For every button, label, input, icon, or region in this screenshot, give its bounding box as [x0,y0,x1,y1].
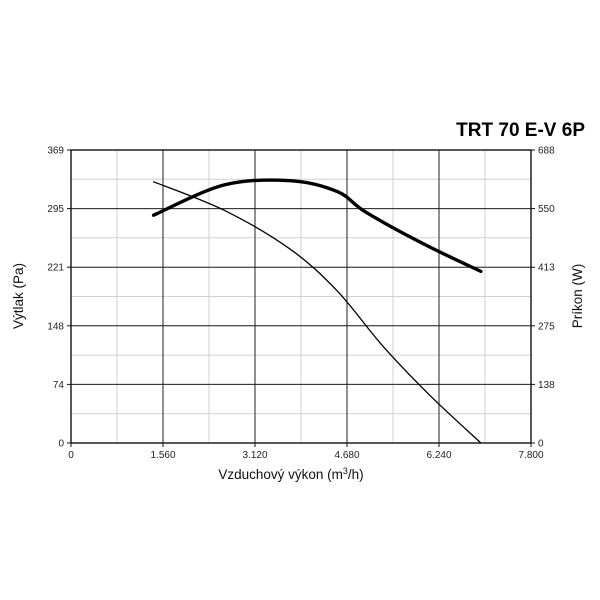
x-tick-label: 3.120 [242,450,267,461]
x-tick-label: 1.560 [150,450,175,461]
y-right-tick-label: 413 [538,263,555,274]
y-left-tick-label: 221 [47,263,64,274]
grid [71,150,531,443]
y-left-tick-label: 74 [53,380,65,391]
tick-labels: 0 1.560 3.120 4.680 6.240 7.80007414822129536… [47,146,555,462]
y-left-tick-label: 148 [47,321,64,332]
y-right-tick-label: 688 [538,146,555,157]
x-axis-title-main: Vzduchový výkon (m [218,467,343,482]
x-axis-title-sup: 3 [343,466,348,476]
x-tick-label: 7.800 [518,450,543,461]
series-line-power [151,178,483,274]
y-left-tick-label: 0 [58,439,64,450]
chart-title: TRT 70 E-V 6P [456,120,585,141]
y-right-tick-label: 138 [538,380,555,391]
y-axis-title-right: Príkon (W) [570,264,585,329]
plot-frame [70,149,532,444]
x-tick-label: 4.680 [334,450,359,461]
series-layer [151,178,483,444]
y-right-tick-label: 0 [538,439,544,450]
x-axis-title: Vzduchový výkon (m3/h) [218,466,363,482]
series-line-pressure [152,181,482,444]
y-right-tick-label: 550 [538,204,555,215]
y-left-tick-label: 295 [47,204,64,215]
y-right-tick-label: 275 [538,321,555,332]
x-axis-title-suffix: /h) [348,467,364,482]
y-left-tick-label: 369 [47,146,64,157]
x-tick-label: 0 [68,450,74,461]
x-tick-label: 6.240 [426,450,451,461]
axes [67,149,535,447]
y-axis-title-left: Výtlak (Pa) [11,263,26,329]
